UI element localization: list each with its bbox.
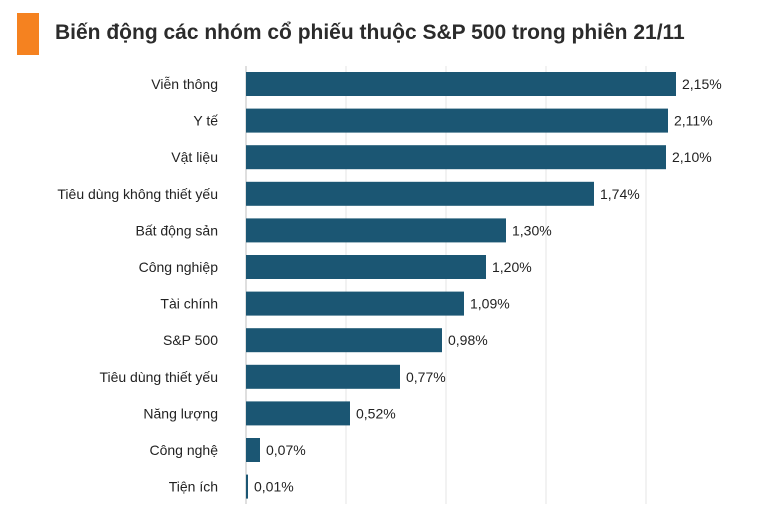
bar	[246, 145, 666, 170]
category-label: Tài chính	[160, 296, 218, 312]
value-label: 0,77%	[406, 369, 446, 385]
category-label: Y tế	[193, 113, 218, 129]
value-label: 2,11%	[674, 113, 713, 129]
value-label: 1,09%	[470, 296, 510, 312]
bar	[246, 401, 350, 426]
category-label: Tiêu dùng thiết yếu	[99, 369, 218, 385]
bar	[246, 291, 464, 316]
value-label: 0,52%	[356, 405, 396, 421]
bar	[246, 255, 486, 279]
bar	[246, 108, 668, 133]
value-label: 2,15%	[682, 76, 722, 92]
value-label: 2,10%	[672, 149, 712, 165]
value-label: 0,98%	[448, 332, 488, 348]
chart-title: Biến động các nhóm cổ phiếu thuộc S&P 50…	[55, 21, 685, 44]
bar	[246, 328, 442, 353]
bar	[246, 72, 676, 96]
category-label: Bất động sản	[135, 222, 218, 238]
category-label: S&P 500	[163, 332, 218, 348]
category-label: Vật liệu	[171, 149, 218, 165]
bar	[246, 364, 400, 389]
value-label: 0,01%	[254, 479, 294, 495]
value-label: 1,74%	[600, 186, 640, 202]
category-label: Viễn thông	[151, 76, 218, 92]
bar	[246, 438, 260, 462]
category-label: Công nghiệp	[139, 259, 219, 275]
value-label: 1,20%	[492, 259, 532, 275]
category-label: Công nghệ	[149, 442, 218, 458]
category-label: Năng lượng	[143, 405, 218, 421]
title-accent-bar	[17, 13, 39, 55]
bar	[246, 474, 248, 499]
category-label: Tiêu dùng không thiết yếu	[57, 186, 218, 202]
bar	[246, 218, 506, 243]
value-label: 0,07%	[266, 442, 306, 458]
value-label: 1,30%	[512, 222, 552, 238]
category-label: Tiện ích	[169, 479, 218, 495]
bar	[246, 181, 594, 206]
